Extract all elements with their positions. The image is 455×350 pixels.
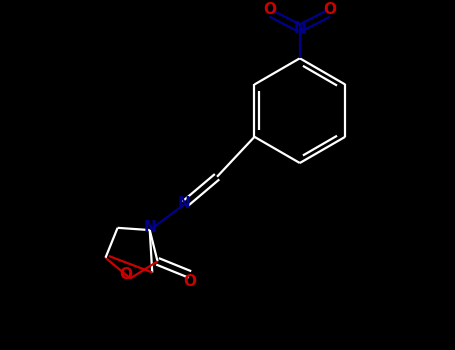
Text: N: N — [293, 21, 306, 36]
Text: O: O — [263, 2, 276, 17]
Text: O: O — [120, 267, 133, 282]
Text: O: O — [183, 274, 197, 289]
Text: N: N — [177, 196, 190, 211]
Text: O: O — [324, 2, 337, 17]
Text: N: N — [143, 220, 156, 235]
